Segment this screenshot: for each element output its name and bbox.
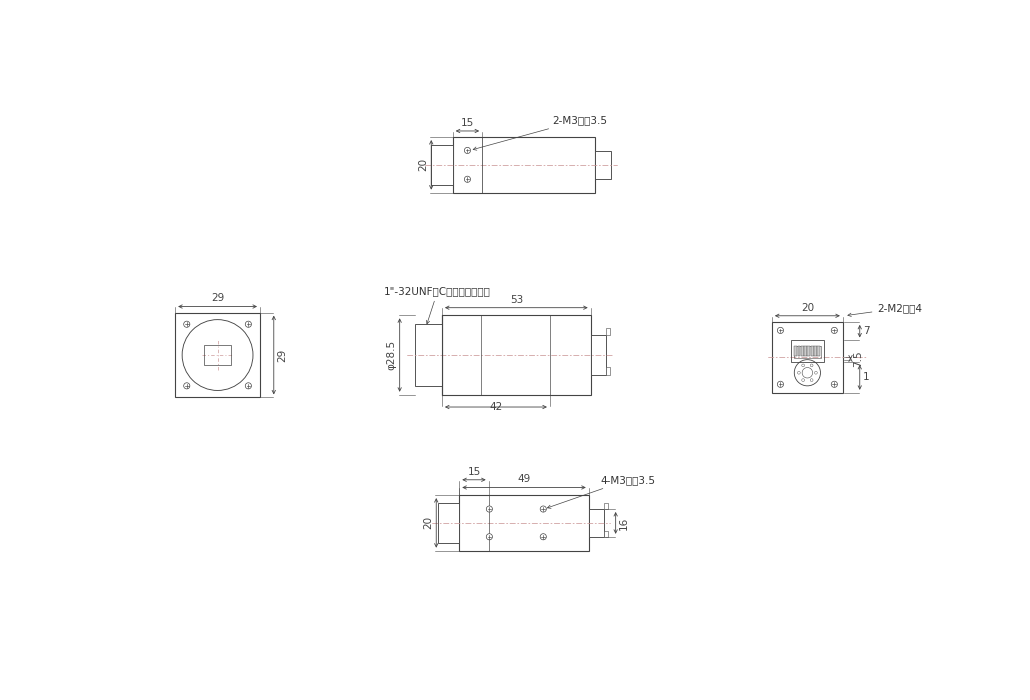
Text: 20: 20 — [800, 302, 814, 313]
Text: 42: 42 — [489, 402, 503, 412]
Text: 29: 29 — [211, 293, 225, 304]
Circle shape — [245, 321, 251, 328]
Text: 2-M3深こ3.5: 2-M3深こ3.5 — [473, 116, 607, 150]
Bar — [791, 340, 824, 362]
Circle shape — [778, 382, 784, 387]
Text: 29: 29 — [278, 349, 287, 362]
Bar — [808, 346, 811, 356]
Bar — [794, 346, 797, 356]
Bar — [590, 335, 606, 375]
Text: 16: 16 — [619, 517, 628, 529]
Circle shape — [183, 383, 190, 389]
Bar — [438, 503, 459, 543]
Circle shape — [183, 321, 190, 328]
Bar — [175, 313, 260, 398]
Bar — [415, 324, 442, 386]
Circle shape — [486, 506, 492, 512]
Circle shape — [831, 328, 837, 333]
Text: 2-M2深こ4: 2-M2深こ4 — [848, 303, 923, 316]
Bar — [817, 346, 820, 356]
Text: 7: 7 — [863, 326, 869, 336]
Text: φ28.5: φ28.5 — [386, 340, 397, 370]
Bar — [459, 495, 589, 551]
Circle shape — [540, 533, 546, 540]
Bar — [453, 137, 595, 193]
Text: 53: 53 — [510, 295, 523, 304]
Bar — [797, 346, 800, 356]
Text: 15: 15 — [468, 467, 481, 477]
Text: 20: 20 — [418, 158, 428, 172]
Bar — [605, 531, 608, 537]
Bar — [432, 145, 453, 185]
Circle shape — [465, 148, 471, 153]
Bar — [793, 346, 821, 358]
Bar — [589, 509, 605, 537]
Bar — [205, 345, 231, 365]
Text: 20: 20 — [423, 517, 434, 529]
Text: 1"-32UNF（Cマウントネジ）: 1"-32UNF（Cマウントネジ） — [384, 286, 491, 324]
Circle shape — [465, 176, 471, 182]
Text: 7.5: 7.5 — [854, 350, 863, 367]
Bar — [606, 368, 610, 375]
Circle shape — [245, 383, 251, 389]
Bar — [801, 346, 803, 356]
Bar — [804, 346, 806, 356]
Text: 49: 49 — [517, 475, 530, 484]
Bar — [605, 503, 608, 509]
Bar — [442, 316, 590, 395]
Bar — [811, 346, 814, 356]
Bar — [814, 346, 817, 356]
Bar — [606, 328, 610, 335]
Circle shape — [778, 328, 784, 333]
Bar — [595, 151, 611, 178]
Circle shape — [486, 533, 492, 540]
Circle shape — [540, 506, 546, 512]
Text: 4-M3深こ3.5: 4-M3深こ3.5 — [547, 475, 655, 508]
Circle shape — [831, 382, 837, 387]
Bar — [771, 322, 843, 393]
Text: 1: 1 — [863, 372, 869, 382]
Text: 15: 15 — [460, 118, 474, 128]
